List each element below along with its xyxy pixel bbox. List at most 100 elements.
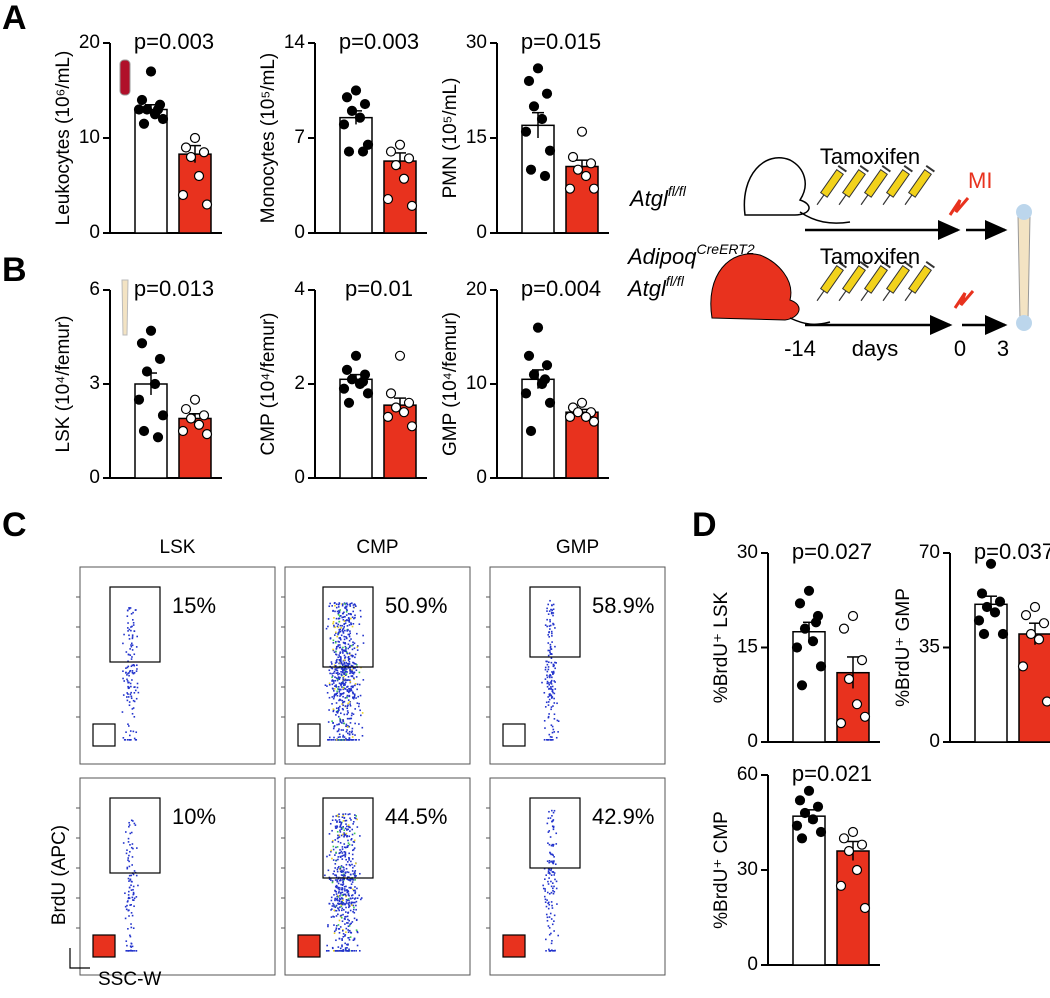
flow-event — [355, 654, 357, 656]
flow-event — [553, 604, 555, 606]
flow-event — [547, 739, 549, 741]
flow-event — [128, 841, 130, 843]
flow-event — [343, 683, 345, 685]
flow-event — [337, 846, 339, 848]
flow-event — [339, 830, 341, 832]
flow-event — [331, 916, 333, 918]
flow-event — [549, 677, 551, 679]
flow-event — [346, 892, 348, 894]
flow-event — [357, 945, 359, 947]
panel-label: B — [2, 251, 27, 289]
y-axis-label: %BrdU⁺ LSK — [711, 591, 732, 703]
flow-event — [352, 854, 354, 856]
flow-event — [340, 892, 342, 894]
flow-event — [333, 728, 335, 730]
flow-event — [355, 909, 357, 911]
flow-event — [351, 732, 353, 734]
flow-event — [136, 664, 138, 666]
flow-event — [352, 611, 354, 613]
data-point — [793, 821, 802, 830]
flow-event — [352, 902, 354, 904]
flow-event — [126, 868, 128, 870]
flow-event — [551, 810, 553, 812]
data-point — [340, 120, 349, 129]
flow-event — [342, 930, 344, 932]
flow-event — [542, 885, 544, 887]
flow-event — [128, 654, 130, 656]
flow-event — [552, 844, 554, 846]
flow-event — [130, 875, 132, 877]
flow-event — [352, 897, 354, 899]
y-tick-label: 70 — [919, 542, 940, 563]
flow-event — [336, 896, 338, 898]
flow-event — [346, 611, 348, 613]
data-point — [530, 102, 539, 111]
flow-event — [125, 831, 127, 833]
data-point — [156, 354, 165, 363]
flow-event — [549, 628, 551, 630]
flow-event — [333, 696, 335, 698]
gate — [323, 798, 373, 878]
flow-event — [345, 894, 347, 896]
flow-event — [349, 930, 351, 932]
flow-event — [337, 626, 339, 628]
flow-event — [352, 858, 354, 860]
flow-event — [325, 684, 327, 686]
flow-event — [338, 621, 340, 623]
flow-event — [551, 874, 553, 876]
flow-event — [352, 881, 354, 883]
flow-event — [347, 695, 349, 697]
flow-event — [345, 931, 347, 933]
data-point — [138, 96, 147, 105]
flow-event — [551, 633, 553, 635]
flow-event — [547, 686, 549, 688]
flow-event — [327, 692, 329, 694]
flow-event — [131, 679, 133, 681]
flow-event — [545, 667, 547, 669]
flow-event — [552, 907, 554, 909]
flow-event — [342, 603, 344, 605]
flow-event — [133, 899, 135, 901]
flow-event — [330, 850, 332, 852]
y-tick-label: 15 — [737, 637, 758, 658]
y-axis-label: PMN (10⁵/mL) — [440, 78, 461, 199]
flow-event — [346, 638, 348, 640]
flow-event — [353, 668, 355, 670]
flow-event — [336, 915, 338, 917]
flow-event — [548, 716, 550, 718]
flow-event — [549, 650, 551, 652]
flow-event — [136, 636, 138, 638]
flow-event — [340, 639, 342, 641]
syringe-needle — [817, 195, 824, 205]
flow-event — [123, 694, 125, 696]
flow-event — [128, 838, 130, 840]
flow-event — [346, 724, 348, 726]
flow-event — [326, 685, 328, 687]
flow-event — [331, 663, 333, 665]
flow-event — [350, 861, 352, 863]
flow-event — [343, 723, 345, 725]
flow-event — [552, 882, 554, 884]
y-tick-label: 15 — [466, 127, 487, 148]
flow-event — [551, 821, 553, 823]
flow-event — [336, 925, 338, 927]
flow-event — [338, 618, 340, 620]
flow-event — [136, 670, 138, 672]
flow-event — [330, 823, 332, 825]
flow-event — [131, 864, 133, 866]
flow-event — [346, 836, 348, 838]
flow-event — [334, 676, 336, 678]
flow-event — [133, 927, 135, 929]
flow-event — [331, 605, 333, 607]
flow-event — [334, 680, 336, 682]
flow-event — [345, 896, 347, 898]
data-point — [340, 384, 349, 393]
flow-event — [338, 903, 340, 905]
flow-event — [128, 909, 130, 911]
flow-event — [334, 890, 336, 892]
gate-percent: 58.9% — [592, 593, 654, 618]
flow-event — [340, 627, 342, 629]
flow-event — [132, 619, 134, 621]
flow-event — [349, 703, 351, 705]
flow-event — [342, 735, 344, 737]
